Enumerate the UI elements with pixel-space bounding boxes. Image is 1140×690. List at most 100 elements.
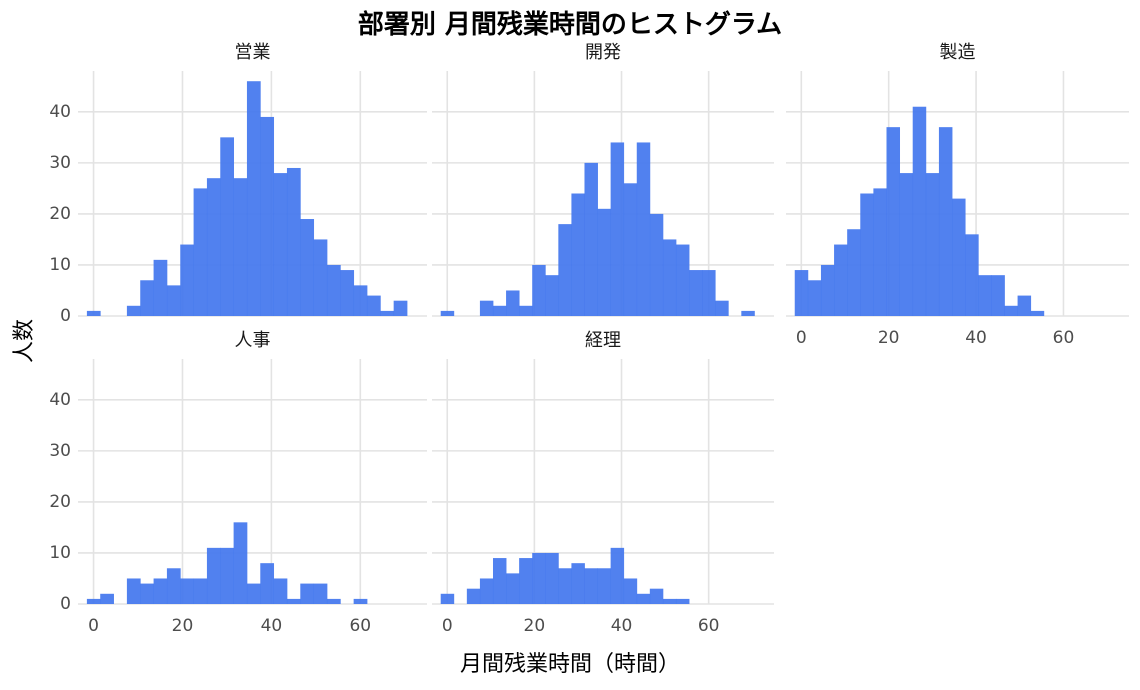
histogram-bar [492, 305, 507, 316]
histogram-bar [353, 598, 368, 604]
histogram-bar [519, 305, 533, 316]
histogram-bar [636, 142, 651, 316]
histogram-bar [649, 588, 664, 604]
histogram-bar [925, 173, 940, 316]
histogram-bar [233, 178, 248, 316]
histogram-bar [86, 598, 101, 604]
histogram-bar [86, 310, 101, 316]
histogram-bar [675, 598, 690, 604]
histogram-bar [273, 173, 288, 316]
x-axis-label: 月間残業時間（時間） [459, 652, 680, 677]
x-tick-label: 0 [796, 328, 807, 348]
histogram-bar [610, 547, 625, 604]
histogram-bar [366, 295, 381, 316]
histogram-bar [545, 275, 559, 316]
histogram-bar [506, 290, 520, 316]
histogram-bar [597, 568, 612, 604]
x-tick-label: 60 [698, 616, 720, 636]
histogram-bar [715, 300, 729, 316]
histogram-bar [662, 239, 677, 316]
y-tick-label: 10 [49, 255, 71, 275]
histogram-bar [952, 198, 966, 316]
histogram-bar [479, 300, 494, 316]
histogram-bar [380, 310, 395, 316]
histogram-bar [286, 598, 301, 604]
histogram-bar [260, 563, 275, 604]
facet-panel: 開発 [432, 42, 774, 317]
histogram-bar [558, 568, 572, 604]
y-tick-label: 20 [49, 492, 71, 512]
histogram-bar [220, 547, 235, 604]
histogram-bar [286, 167, 301, 316]
y-tick-label: 30 [49, 441, 71, 461]
histogram-bar [662, 598, 677, 604]
histogram-bar [140, 280, 154, 316]
histogram-bar [340, 270, 355, 316]
histogram-bar [206, 178, 221, 316]
histogram-bar [545, 552, 559, 604]
histogram-bar [1030, 310, 1045, 316]
x-tick-label: 0 [442, 616, 453, 636]
histogram-bar [153, 259, 168, 316]
x-tick-label: 40 [965, 328, 987, 348]
histogram-bar [938, 127, 953, 316]
y-tick-label: 40 [49, 390, 71, 410]
histogram-bar [532, 552, 546, 604]
histogram-bar [807, 280, 822, 316]
facet-title: 人事 [235, 330, 271, 351]
histogram-bar [506, 573, 520, 604]
histogram-bar [313, 583, 328, 604]
histogram-bar [860, 193, 874, 316]
facet-title: 営業 [235, 42, 271, 63]
histogram-bar [440, 593, 455, 604]
histogram-bar [847, 229, 861, 316]
histogram-bar [246, 81, 261, 316]
x-tick-label: 20 [524, 616, 546, 636]
histogram-bar [260, 116, 275, 316]
histogram-bar [180, 244, 194, 316]
histogram-bar [623, 183, 638, 316]
histogram-bar [126, 305, 141, 316]
histogram-bar [353, 285, 368, 316]
histogram-bar [584, 568, 598, 604]
histogram-bar [519, 558, 533, 604]
histogram-bar [571, 563, 585, 604]
histogram-bar [978, 275, 992, 316]
histogram-bar [440, 310, 455, 316]
facet-panel: 製造 0 20 40 60 [786, 42, 1129, 348]
histogram-bar [206, 547, 221, 604]
histogram-bar [233, 522, 248, 604]
histogram-bar [597, 208, 612, 316]
chart-title: 部署別 月間残業時間のヒストグラム [357, 10, 783, 40]
x-tick-label: 0 [88, 616, 99, 636]
x-tick-label: 60 [1053, 328, 1075, 348]
histogram-bar [702, 270, 716, 316]
histogram-bar [873, 188, 887, 316]
histogram-bar [220, 137, 235, 316]
y-tick-label: 40 [49, 102, 71, 122]
histogram-bar [100, 593, 114, 604]
histogram-bar [899, 173, 914, 316]
histogram-bar [689, 270, 703, 316]
histogram-bar [912, 106, 927, 317]
histogram-bar [166, 568, 181, 604]
histogram-bar [326, 598, 341, 604]
histogram-bar [393, 300, 408, 316]
y-tick-label: 0 [60, 594, 71, 614]
histogram-bar [623, 578, 638, 604]
histogram-bar [834, 244, 848, 316]
y-tick-label: 10 [49, 543, 71, 563]
histogram-bar [820, 264, 835, 316]
histogram-bar [1017, 295, 1032, 316]
histogram-bar [991, 275, 1005, 316]
facet-panel: 人事 0 10 20 30 40 0 20 40 60 [49, 330, 427, 636]
histogram-bar [313, 239, 328, 316]
histogram-bar [273, 578, 288, 604]
histogram-bar [584, 162, 598, 316]
histogram-bar [126, 578, 141, 604]
facet-panel: 経理 0 20 40 60 [432, 330, 774, 636]
histogram-bar [153, 578, 168, 604]
histogram-bar [610, 142, 625, 316]
facet-title: 経理 [585, 330, 621, 351]
histogram-bar [246, 583, 261, 604]
